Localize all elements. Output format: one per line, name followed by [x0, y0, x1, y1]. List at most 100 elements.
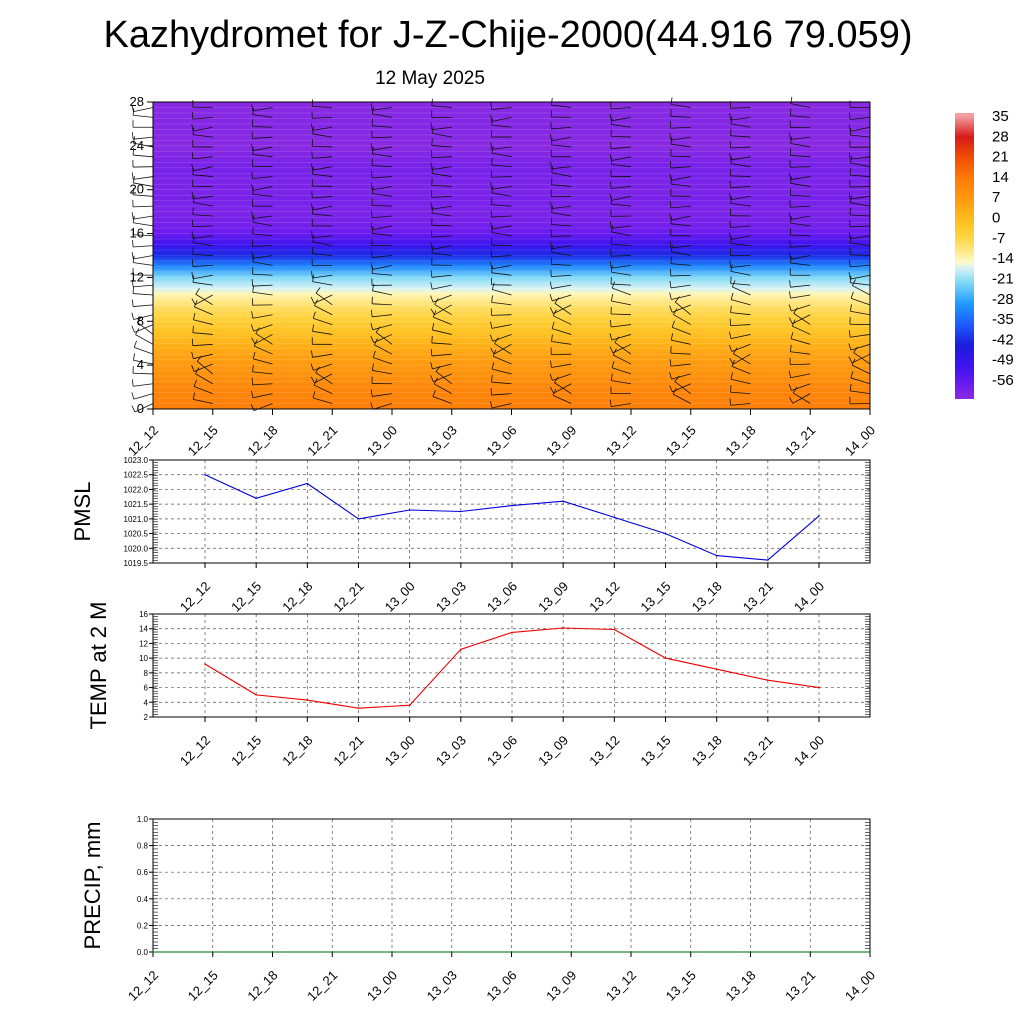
wind-barb — [431, 145, 452, 148]
data-point — [818, 686, 820, 689]
x-tick-label: 13_12 — [586, 733, 622, 769]
x-tick-label: 13_21 — [740, 733, 776, 769]
wind-barb-flag — [253, 339, 258, 347]
wind-barb-flag — [848, 231, 851, 239]
wind-barb-flag — [252, 352, 256, 359]
wind-barb — [372, 146, 393, 151]
wind-barb — [791, 325, 811, 335]
temp-panel: 16 14 12 10 8 6 4 2 12_12 12_15 12_18 12_21 13_00 13_… — [86, 602, 871, 769]
wind-barb — [132, 205, 154, 208]
wind-barb — [611, 403, 632, 408]
wind-barb-flag — [250, 404, 255, 411]
wind-barb-flag — [431, 166, 434, 174]
wind-barb — [372, 225, 393, 231]
wind-barb — [372, 303, 393, 306]
wind-barb-flag — [729, 260, 732, 268]
wind-barb — [850, 202, 871, 207]
wind-barb — [312, 253, 333, 256]
wind-barb-flag — [371, 266, 374, 274]
wind-barb-flag — [849, 383, 852, 391]
wind-barb-flag — [192, 312, 196, 320]
wind-barb-flag — [131, 212, 134, 220]
wind-barb — [611, 203, 632, 207]
wind-barb-flag — [315, 287, 321, 294]
y-tick-label: 10 — [139, 654, 148, 663]
y-tick-label: 4 — [137, 357, 144, 372]
wind-barb — [491, 164, 512, 168]
wind-barb-flag — [490, 182, 493, 190]
data-point — [450, 951, 453, 953]
wind-barb — [790, 143, 811, 148]
wind-barb-flag — [669, 359, 672, 367]
wind-barb-flag — [789, 397, 794, 404]
wind-barb — [850, 134, 871, 138]
wind-barb — [730, 163, 751, 168]
wind-barb — [850, 282, 871, 286]
wind-barb-flag — [251, 143, 254, 151]
wind-barb — [431, 252, 452, 256]
wind-barb — [192, 343, 213, 347]
wind-barb — [552, 294, 572, 302]
wind-barb — [431, 205, 452, 210]
wind-barb-flag — [669, 133, 672, 141]
cross-section-y-axis: 0 4 8 12 16 20 24 28 — [130, 94, 153, 416]
wind-barb-flag — [729, 331, 732, 339]
x-tick-label: 13_03 — [433, 579, 469, 615]
wind-barb — [730, 107, 751, 109]
wind-barb — [491, 225, 512, 230]
wind-barb-flag — [432, 310, 437, 318]
wind-barb — [551, 104, 572, 108]
wind-barb-flag — [490, 347, 495, 355]
wind-barb — [850, 297, 871, 306]
wind-barb — [491, 232, 512, 237]
wind-barb — [611, 300, 632, 306]
wind-barb — [133, 136, 154, 140]
wind-barb — [850, 274, 871, 280]
x-tick-label: 12_21 — [304, 968, 340, 1004]
wind-barb — [192, 214, 213, 217]
wind-barb — [790, 338, 811, 345]
wind-barb — [133, 255, 154, 260]
wind-barb — [252, 114, 273, 118]
x-tick-label: 13_00 — [382, 733, 418, 769]
wind-barb — [790, 115, 811, 118]
wind-barb-flag — [609, 113, 612, 121]
wind-barb — [312, 241, 333, 247]
wind-barb — [792, 314, 811, 325]
wind-barb — [790, 294, 811, 299]
x-tick-label: 12_12 — [125, 423, 161, 459]
wind-barb — [432, 245, 452, 250]
wind-barb — [552, 373, 572, 381]
wind-barb — [790, 351, 811, 355]
wind-barb — [133, 393, 154, 400]
wind-barb-flag — [731, 359, 735, 367]
wind-barb-flag — [850, 291, 854, 299]
wind-barb — [192, 156, 213, 160]
wind-barb — [431, 166, 452, 170]
data-point — [357, 518, 360, 520]
x-tick-label: 13_06 — [484, 733, 520, 769]
wind-barb-flag — [669, 241, 672, 249]
wind-barb-flag — [609, 399, 612, 407]
wind-barb-flag — [251, 103, 254, 112]
wind-barb — [553, 304, 572, 314]
wind-barb — [133, 176, 154, 180]
x-tick-label: 13_09 — [535, 579, 571, 615]
wind-barb — [611, 163, 632, 168]
wind-barb — [552, 395, 572, 404]
wind-barb — [790, 262, 811, 266]
colorbar-label: -28 — [992, 291, 1014, 308]
wind-barb — [730, 235, 751, 240]
wind-barb — [372, 193, 393, 197]
wind-barb-flag — [311, 206, 314, 214]
wind-barb-flag — [490, 401, 493, 409]
wind-barb — [252, 186, 273, 191]
wind-barb — [371, 205, 393, 207]
wind-barb — [551, 251, 572, 256]
wind-barb — [192, 195, 213, 200]
wind-barb — [431, 235, 452, 238]
wind-barb-flag — [370, 336, 375, 343]
y-tick-label: 0.4 — [137, 895, 149, 904]
wind-barb-flag — [430, 270, 433, 278]
y-tick-label: 1022.5 — [124, 471, 149, 480]
